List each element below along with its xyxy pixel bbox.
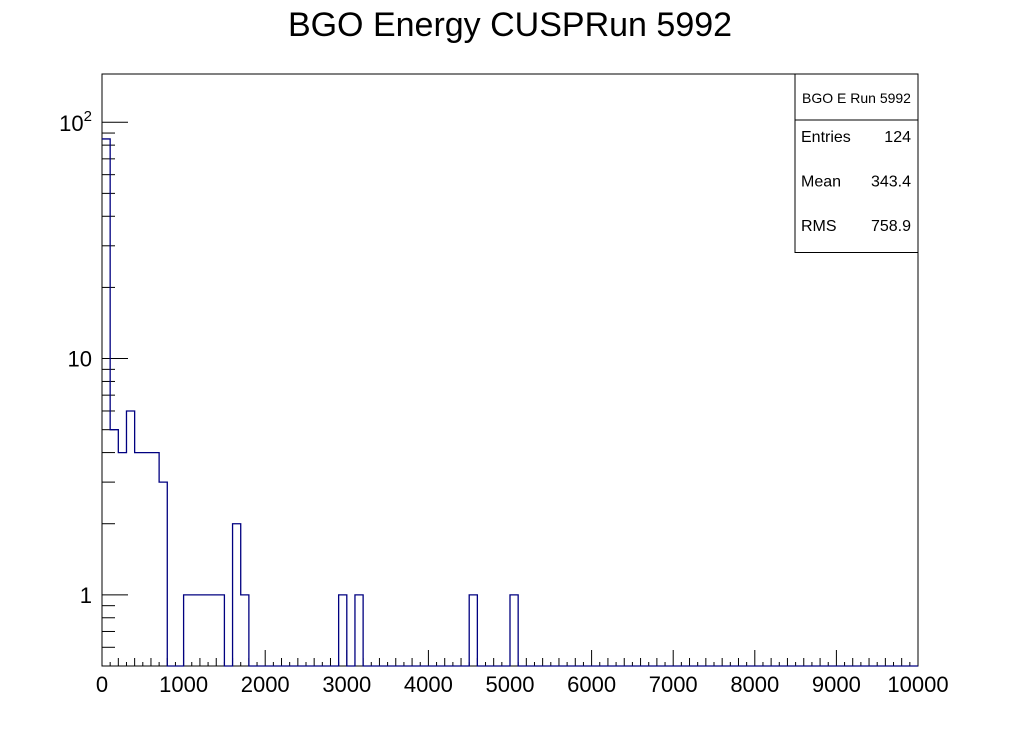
x-tick-label: 1000: [159, 672, 208, 697]
histogram-line: [102, 138, 918, 667]
axes: 0 1000 2000 3000 4000 5000 6000 7000 8000 9000 100…: [59, 108, 948, 697]
y-tick-label: 1: [80, 583, 92, 608]
x-tick-label: 0: [96, 672, 108, 697]
stats-label: RMS: [801, 218, 837, 235]
x-tick-label: 2000: [241, 672, 290, 697]
x-tick-label: 3000: [322, 672, 371, 697]
stats-box-frame: [794, 73, 919, 253]
chart-title: BGO Energy CUSPRun 5992: [288, 6, 732, 44]
x-tick-label: 4000: [404, 672, 453, 697]
x-tick-label: 5000: [486, 672, 535, 697]
stats-box-name: BGO E Run 5992: [802, 90, 911, 106]
x-tick-label: 6000: [567, 672, 616, 697]
x-tick-label: 8000: [730, 672, 779, 697]
x-tick-label: 9000: [812, 672, 861, 697]
stats-box: BGO E Run 5992 Entries 124 Mean 343.4 RMS 758.…: [794, 73, 919, 253]
y-tick-label: 102: [59, 108, 92, 136]
x-tick-label: 10000: [887, 672, 948, 697]
stats-value: 343.4: [871, 174, 911, 191]
stats-value: 124: [884, 129, 911, 146]
x-tick-label: 7000: [649, 672, 698, 697]
stats-label: Entries: [801, 129, 851, 146]
stats-label: Mean: [801, 174, 841, 191]
stats-value: 758.9: [871, 218, 911, 235]
y-tick-label: 10: [68, 347, 92, 372]
y-tick-exponent: 2: [84, 108, 92, 125]
